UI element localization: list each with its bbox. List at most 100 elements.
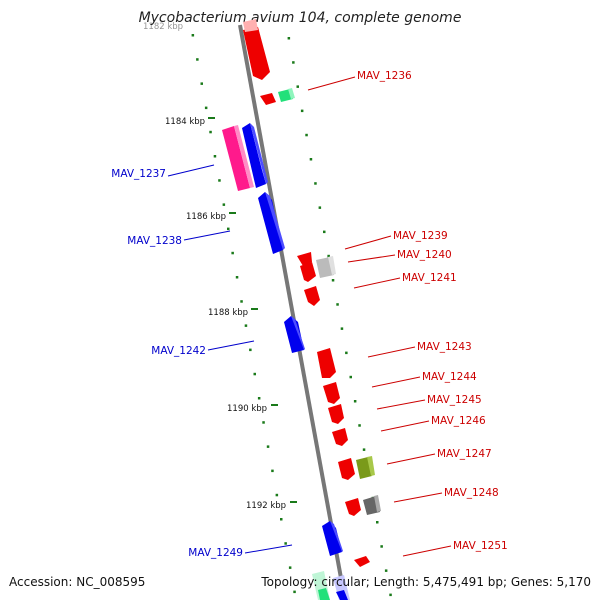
gene-feature <box>234 125 254 188</box>
gene-feature <box>284 316 304 353</box>
gene-feature <box>354 556 370 567</box>
kbp-tick-mark <box>271 404 278 406</box>
gene-feature <box>317 348 336 378</box>
gene-feature <box>356 457 372 479</box>
tick-dot <box>280 518 283 521</box>
tick-dot <box>257 397 261 400</box>
gene-feature <box>291 316 305 350</box>
tick-dot <box>309 158 313 161</box>
gene-label-left[interactable]: MAV_1249 <box>188 547 243 559</box>
kbp-scale: 1182 kbp 1184 kbp 1186 kbp 1188 kbp 1190… <box>143 22 297 511</box>
gene-feature <box>374 495 381 512</box>
kbp-label: 1182 kbp <box>143 22 183 32</box>
gene-label-right[interactable]: MAV_1239 <box>393 230 448 242</box>
gene-label-right[interactable]: MAV_1241 <box>402 272 457 284</box>
kbp-label: 1184 kbp <box>165 117 205 127</box>
tick-dot <box>384 569 388 572</box>
gene-feature <box>336 590 348 600</box>
tick-dot <box>358 424 361 427</box>
tick-dot <box>213 155 217 158</box>
kbp-tick-mark <box>229 212 236 214</box>
tick-dot <box>204 106 208 110</box>
label-leader-line <box>244 544 293 554</box>
tick-dot <box>253 372 256 376</box>
label-leader-line <box>371 376 421 388</box>
gene-feature <box>318 588 330 600</box>
tick-dot <box>200 82 203 85</box>
label-leader-line <box>347 254 396 263</box>
gene-feature <box>222 126 250 191</box>
tick-dot <box>222 203 226 206</box>
gene-feature <box>338 458 355 480</box>
right-tick-track <box>287 37 392 597</box>
kbp-label: 1192 kbp <box>246 501 286 511</box>
gene-label-right[interactable]: MAV_1246 <box>431 415 486 427</box>
gene-feature <box>242 123 266 188</box>
accession-text: Accession: NC_008595 <box>9 575 145 589</box>
gene-label-right[interactable]: MAV_1243 <box>417 341 472 353</box>
gene-label-right[interactable]: MAV_1240 <box>397 249 452 261</box>
gene-feature <box>260 93 276 105</box>
tick-dot <box>349 375 352 379</box>
tick-dot <box>353 400 357 403</box>
gene-feature <box>345 498 361 516</box>
gene-feature <box>367 456 375 476</box>
label-leader-line <box>183 230 231 241</box>
tick-dot <box>376 521 379 524</box>
tick-dot <box>262 421 265 424</box>
label-leader-line <box>376 399 426 410</box>
tick-dot <box>196 58 199 61</box>
tick-dot <box>271 469 274 473</box>
gene-feature <box>332 428 348 446</box>
label-leader-line <box>393 492 443 503</box>
tick-dot <box>249 348 252 352</box>
gene-label-right[interactable]: MAV_1251 <box>453 540 508 552</box>
tick-dot <box>227 227 230 231</box>
label-leader-line <box>353 277 401 289</box>
gene-feature <box>243 19 258 32</box>
kbp-label: 1190 kbp <box>227 404 267 414</box>
label-leader-line <box>307 76 356 91</box>
forward-gene-labels: MAV_1237 MAV_1238 MAV_1242 MAV_1249 <box>111 164 293 559</box>
tick-dot <box>231 251 234 255</box>
tick-dot <box>218 179 221 182</box>
kbp-label: 1186 kbp <box>186 212 226 222</box>
tick-dot <box>209 130 212 134</box>
left-tick-track <box>191 34 296 594</box>
gene-feature <box>333 575 350 600</box>
gene-label-right[interactable]: MAV_1247 <box>437 448 492 460</box>
gene-label-right[interactable]: MAV_1248 <box>444 487 499 499</box>
tick-dot <box>292 61 295 64</box>
gene-feature <box>288 88 295 99</box>
tick-dot <box>296 85 299 88</box>
tick-dot <box>345 351 348 355</box>
gene-feature <box>304 286 320 306</box>
tick-dot <box>284 542 287 545</box>
gene-label-left[interactable]: MAV_1238 <box>127 235 182 247</box>
kbp-tick-mark <box>208 117 215 119</box>
gene-label-left[interactable]: MAV_1237 <box>111 168 166 180</box>
gene-feature <box>322 521 342 556</box>
gene-label-left[interactable]: MAV_1242 <box>151 345 206 357</box>
label-leader-line <box>386 453 436 465</box>
tick-dot <box>293 590 296 594</box>
gene-feature <box>265 192 285 250</box>
genome-backbone <box>238 24 347 600</box>
tick-dot <box>266 445 270 448</box>
label-leader-line <box>207 340 255 351</box>
gene-feature <box>297 252 312 266</box>
tick-dot <box>331 279 335 282</box>
gene-feature <box>330 521 343 552</box>
gene-feature <box>300 262 316 282</box>
gene-label-right[interactable]: MAV_1245 <box>427 394 482 406</box>
gene-label-right[interactable]: MAV_1236 <box>357 70 412 82</box>
kbp-label: 1188 kbp <box>208 308 248 318</box>
tick-dot <box>288 566 292 569</box>
tick-dot <box>318 206 322 209</box>
tick-dot <box>191 34 195 37</box>
tick-dot <box>340 327 344 330</box>
gene-label-right[interactable]: MAV_1244 <box>422 371 477 383</box>
tick-dot <box>240 300 243 303</box>
label-leader-line <box>402 545 452 557</box>
